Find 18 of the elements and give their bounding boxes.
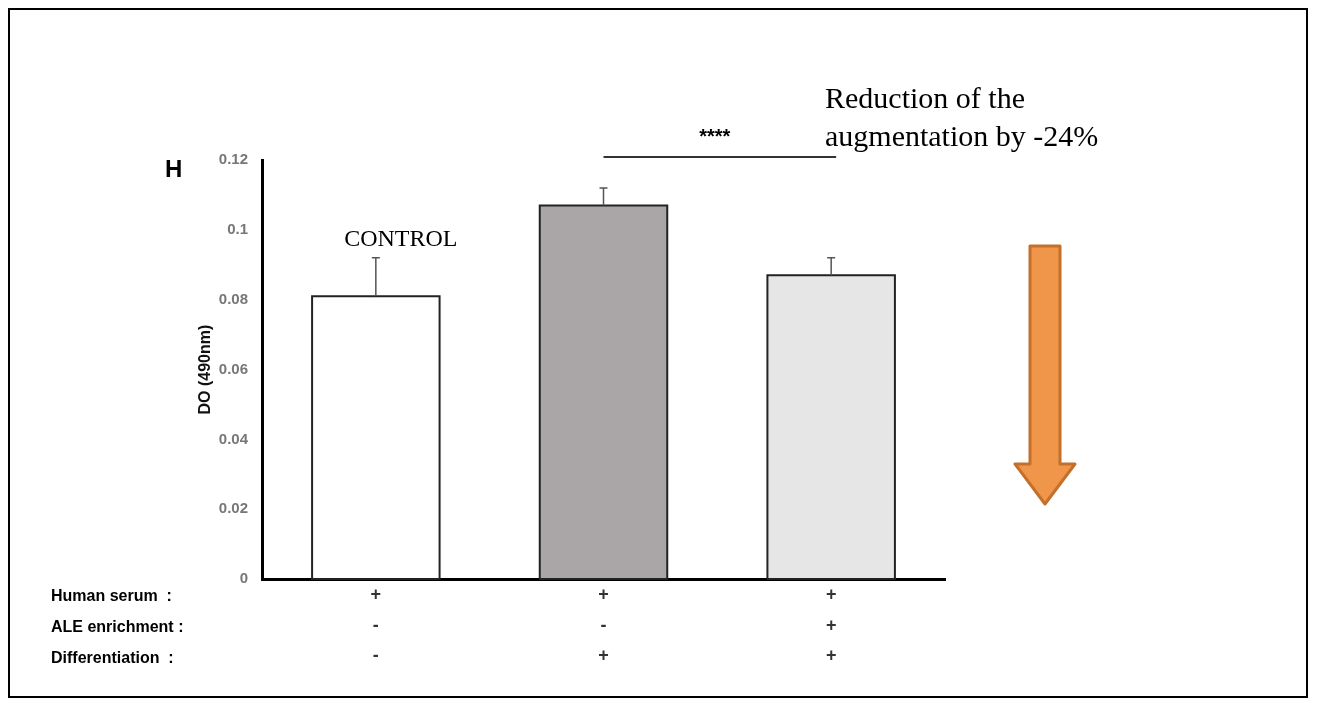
y-tick-label: 0.12: [218, 150, 248, 168]
y-tick-label: 0.1: [227, 219, 248, 237]
y-tick-label: 0: [239, 569, 248, 587]
annotation: CONTROL: [344, 225, 458, 252]
x-tick-label: + + +: [825, 583, 837, 666]
x-tick-label: + - +: [598, 583, 609, 666]
y-tick-label: 0.08: [218, 289, 248, 307]
x-tick-label: + - -: [370, 583, 382, 666]
y-axis-title: DO (490nm): [196, 324, 214, 415]
text: Human serum :: [51, 586, 172, 604]
text: Reduction of the augmentation by -24%: [825, 80, 1099, 152]
text: ****: [699, 124, 731, 147]
text: H: [165, 154, 183, 182]
text: Differentiation :: [51, 648, 174, 666]
text: ALE enrichment :: [51, 617, 184, 635]
y-tick-label: 0.04: [218, 429, 249, 447]
y-tick-label: 0.06: [218, 359, 248, 377]
y-tick-label: 0.02: [218, 499, 248, 517]
